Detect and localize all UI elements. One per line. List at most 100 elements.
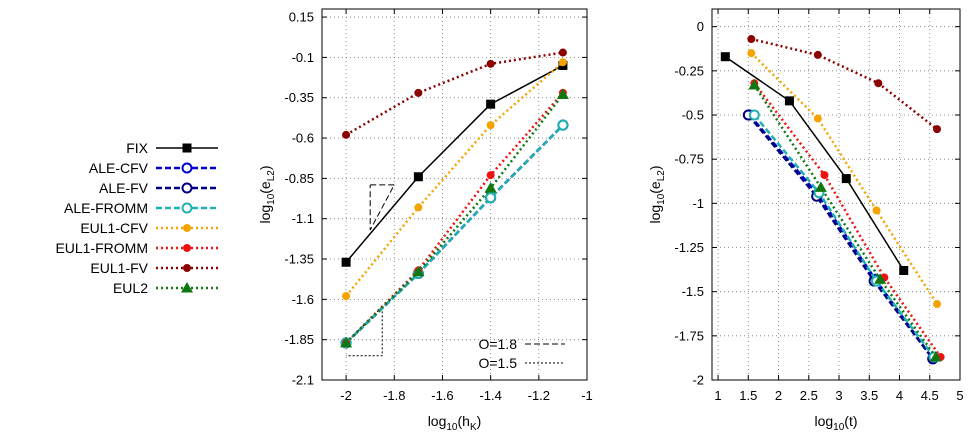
- y-tick-label: -1: [692, 196, 704, 211]
- legend-marker-ale-fv: [181, 182, 193, 194]
- data-point-eul1-fv: [414, 88, 423, 97]
- reference-key-label: O=1.8: [478, 336, 517, 352]
- x-axis-label-var-sub: K: [470, 422, 477, 433]
- x-axis-label-close: ): [853, 413, 858, 429]
- x-tick-label: 4.5: [921, 388, 939, 403]
- data-point-eul1-cfv: [342, 292, 351, 301]
- data-point-eul2: [340, 336, 353, 348]
- right-chart: 1 1.5 2 2.5 3 3.5 4 4.5 5 0 -0.25 -0.5 -0.75 -1 -1.25 -…: [647, 8, 964, 433]
- series-line-fix: [345, 64, 564, 263]
- x-axis-label-sub: 10: [833, 422, 845, 433]
- data-point-eul1-fv: [933, 125, 942, 134]
- x-tick-label: -1: [581, 388, 593, 403]
- y-axis-label-var-sub: L2: [266, 170, 277, 182]
- series-eul2: [340, 88, 569, 348]
- legend-label-ale-fromm: ALE-FROMM: [64, 200, 148, 216]
- legend-marker-ale-fromm: [181, 202, 193, 214]
- series-line-eul1-fv: [751, 37, 938, 131]
- data-point-fix: [720, 52, 730, 62]
- y-tick-label: -1.25: [674, 240, 704, 255]
- x-tick-label: 3.5: [860, 388, 878, 403]
- y-tick-label: -0.6: [292, 131, 314, 146]
- y-tick-label: -2: [692, 373, 704, 388]
- y-axis-label-sub: 10: [266, 193, 277, 205]
- data-point-eul1-fv: [813, 50, 822, 59]
- legend-marker-ale-cfv: [181, 162, 193, 174]
- x-axis-label-open: (: [844, 413, 849, 429]
- x-tick-label: -1.6: [431, 388, 453, 403]
- y-axis-label-open: (: [647, 189, 663, 194]
- data-point-eul1-fv: [747, 35, 756, 44]
- x-tick-label: -1.8: [383, 388, 405, 403]
- data-point-eul2: [556, 88, 569, 99]
- x-tick-label: 1: [714, 388, 721, 403]
- y-tick-label: -1.5: [682, 284, 704, 299]
- legend-marker-fix: [182, 143, 192, 153]
- legend-label-ale-cfv: ALE-CFV: [89, 160, 149, 176]
- plot-frame: [711, 8, 961, 381]
- y-axis-label-var: e: [647, 181, 663, 189]
- y-tick-label: -1.35: [284, 252, 314, 267]
- y-tick-label: -0.5: [682, 108, 704, 123]
- legend-marker-eul1-cfv: [183, 224, 191, 232]
- series-line-fix: [724, 56, 905, 271]
- plot-frame: [321, 8, 588, 381]
- data-point-ale-fromm: [748, 109, 760, 121]
- data-point-eul1-cfv: [486, 121, 495, 130]
- y-tick-label: -1.85: [284, 332, 314, 347]
- y-axis-label-base: log: [257, 205, 273, 224]
- y-axis-label-base: log: [647, 205, 663, 224]
- legend-marker-eul1-fromm: [183, 244, 191, 252]
- data-point-eul1-cfv: [933, 300, 942, 309]
- legend-label-fix: FIX: [126, 140, 148, 156]
- series-eul1-fv: [342, 48, 567, 139]
- y-axis-label-close: ): [647, 165, 663, 170]
- y-axis-label-close: ): [257, 165, 273, 170]
- x-tick-label: 3: [835, 388, 842, 403]
- y-axis-label: log10(eL2): [647, 165, 667, 223]
- y-tick-label: -1.6: [292, 292, 314, 307]
- y-tick-label: -1.75: [674, 328, 704, 343]
- data-point-eul2: [874, 273, 887, 284]
- y-tick-label: -0.35: [284, 90, 314, 105]
- x-axis-label-base: log: [428, 413, 447, 429]
- data-point-eul1-cfv: [872, 206, 881, 215]
- y-tick-label: -2.1: [292, 373, 314, 388]
- data-point-eul1-cfv: [813, 114, 822, 123]
- series-eul1-cfv: [342, 58, 567, 301]
- data-point-fix: [486, 99, 496, 109]
- legend-label-eul1-fv: EUL1-FV: [90, 260, 148, 276]
- data-point-eul1-fv: [486, 59, 495, 68]
- series-fix: [720, 52, 909, 275]
- x-tick-label: -1.4: [479, 388, 501, 403]
- data-point-eul1-fv: [874, 79, 883, 88]
- x-tick-label: -1.2: [528, 388, 550, 403]
- data-point-eul2: [748, 78, 761, 90]
- data-point-fix: [899, 265, 909, 275]
- y-axis-label-var-sub: L2: [656, 170, 667, 182]
- data-point-ale-fromm: [557, 119, 569, 131]
- data-point-eul1-fv: [558, 48, 567, 57]
- reference-key-label: O=1.5: [478, 355, 517, 371]
- x-axis-label: log10(t): [814, 413, 857, 433]
- series-line-eul2: [753, 84, 937, 358]
- legend-marker-eul1-fv: [183, 264, 191, 272]
- x-tick-label: 5: [956, 388, 963, 403]
- y-axis-label-open: (: [257, 189, 273, 194]
- legend: FIX ALE-CFV ALE-FV ALE-FROMM EUL1-CFV EUL1-FR…: [55, 140, 218, 296]
- legend-label-eul1-cfv: EUL1-CFV: [80, 220, 148, 236]
- x-axis-label: log10(hK): [428, 413, 482, 433]
- series-line-eul1-fv: [345, 51, 564, 136]
- y-tick-label: 0: [697, 19, 704, 34]
- x-tick-label: 1.5: [739, 388, 757, 403]
- x-tick-label: 2.5: [800, 388, 818, 403]
- data-point-eul1-cfv: [747, 49, 756, 58]
- data-point-eul2: [412, 265, 425, 277]
- y-tick-label: 0.15: [289, 10, 314, 25]
- x-axis-label-open: (: [458, 413, 463, 429]
- y-axis-label-var: e: [257, 181, 273, 189]
- data-point-fix: [784, 96, 794, 106]
- left-chart: -2 -1.8 -1.6 -1.4 -1.2 -1 0.15 -0.1 -0.35 -0.6 -0.…: [257, 8, 593, 433]
- y-axis-label-sub: 10: [656, 193, 667, 205]
- x-tick-label: 4: [896, 388, 903, 403]
